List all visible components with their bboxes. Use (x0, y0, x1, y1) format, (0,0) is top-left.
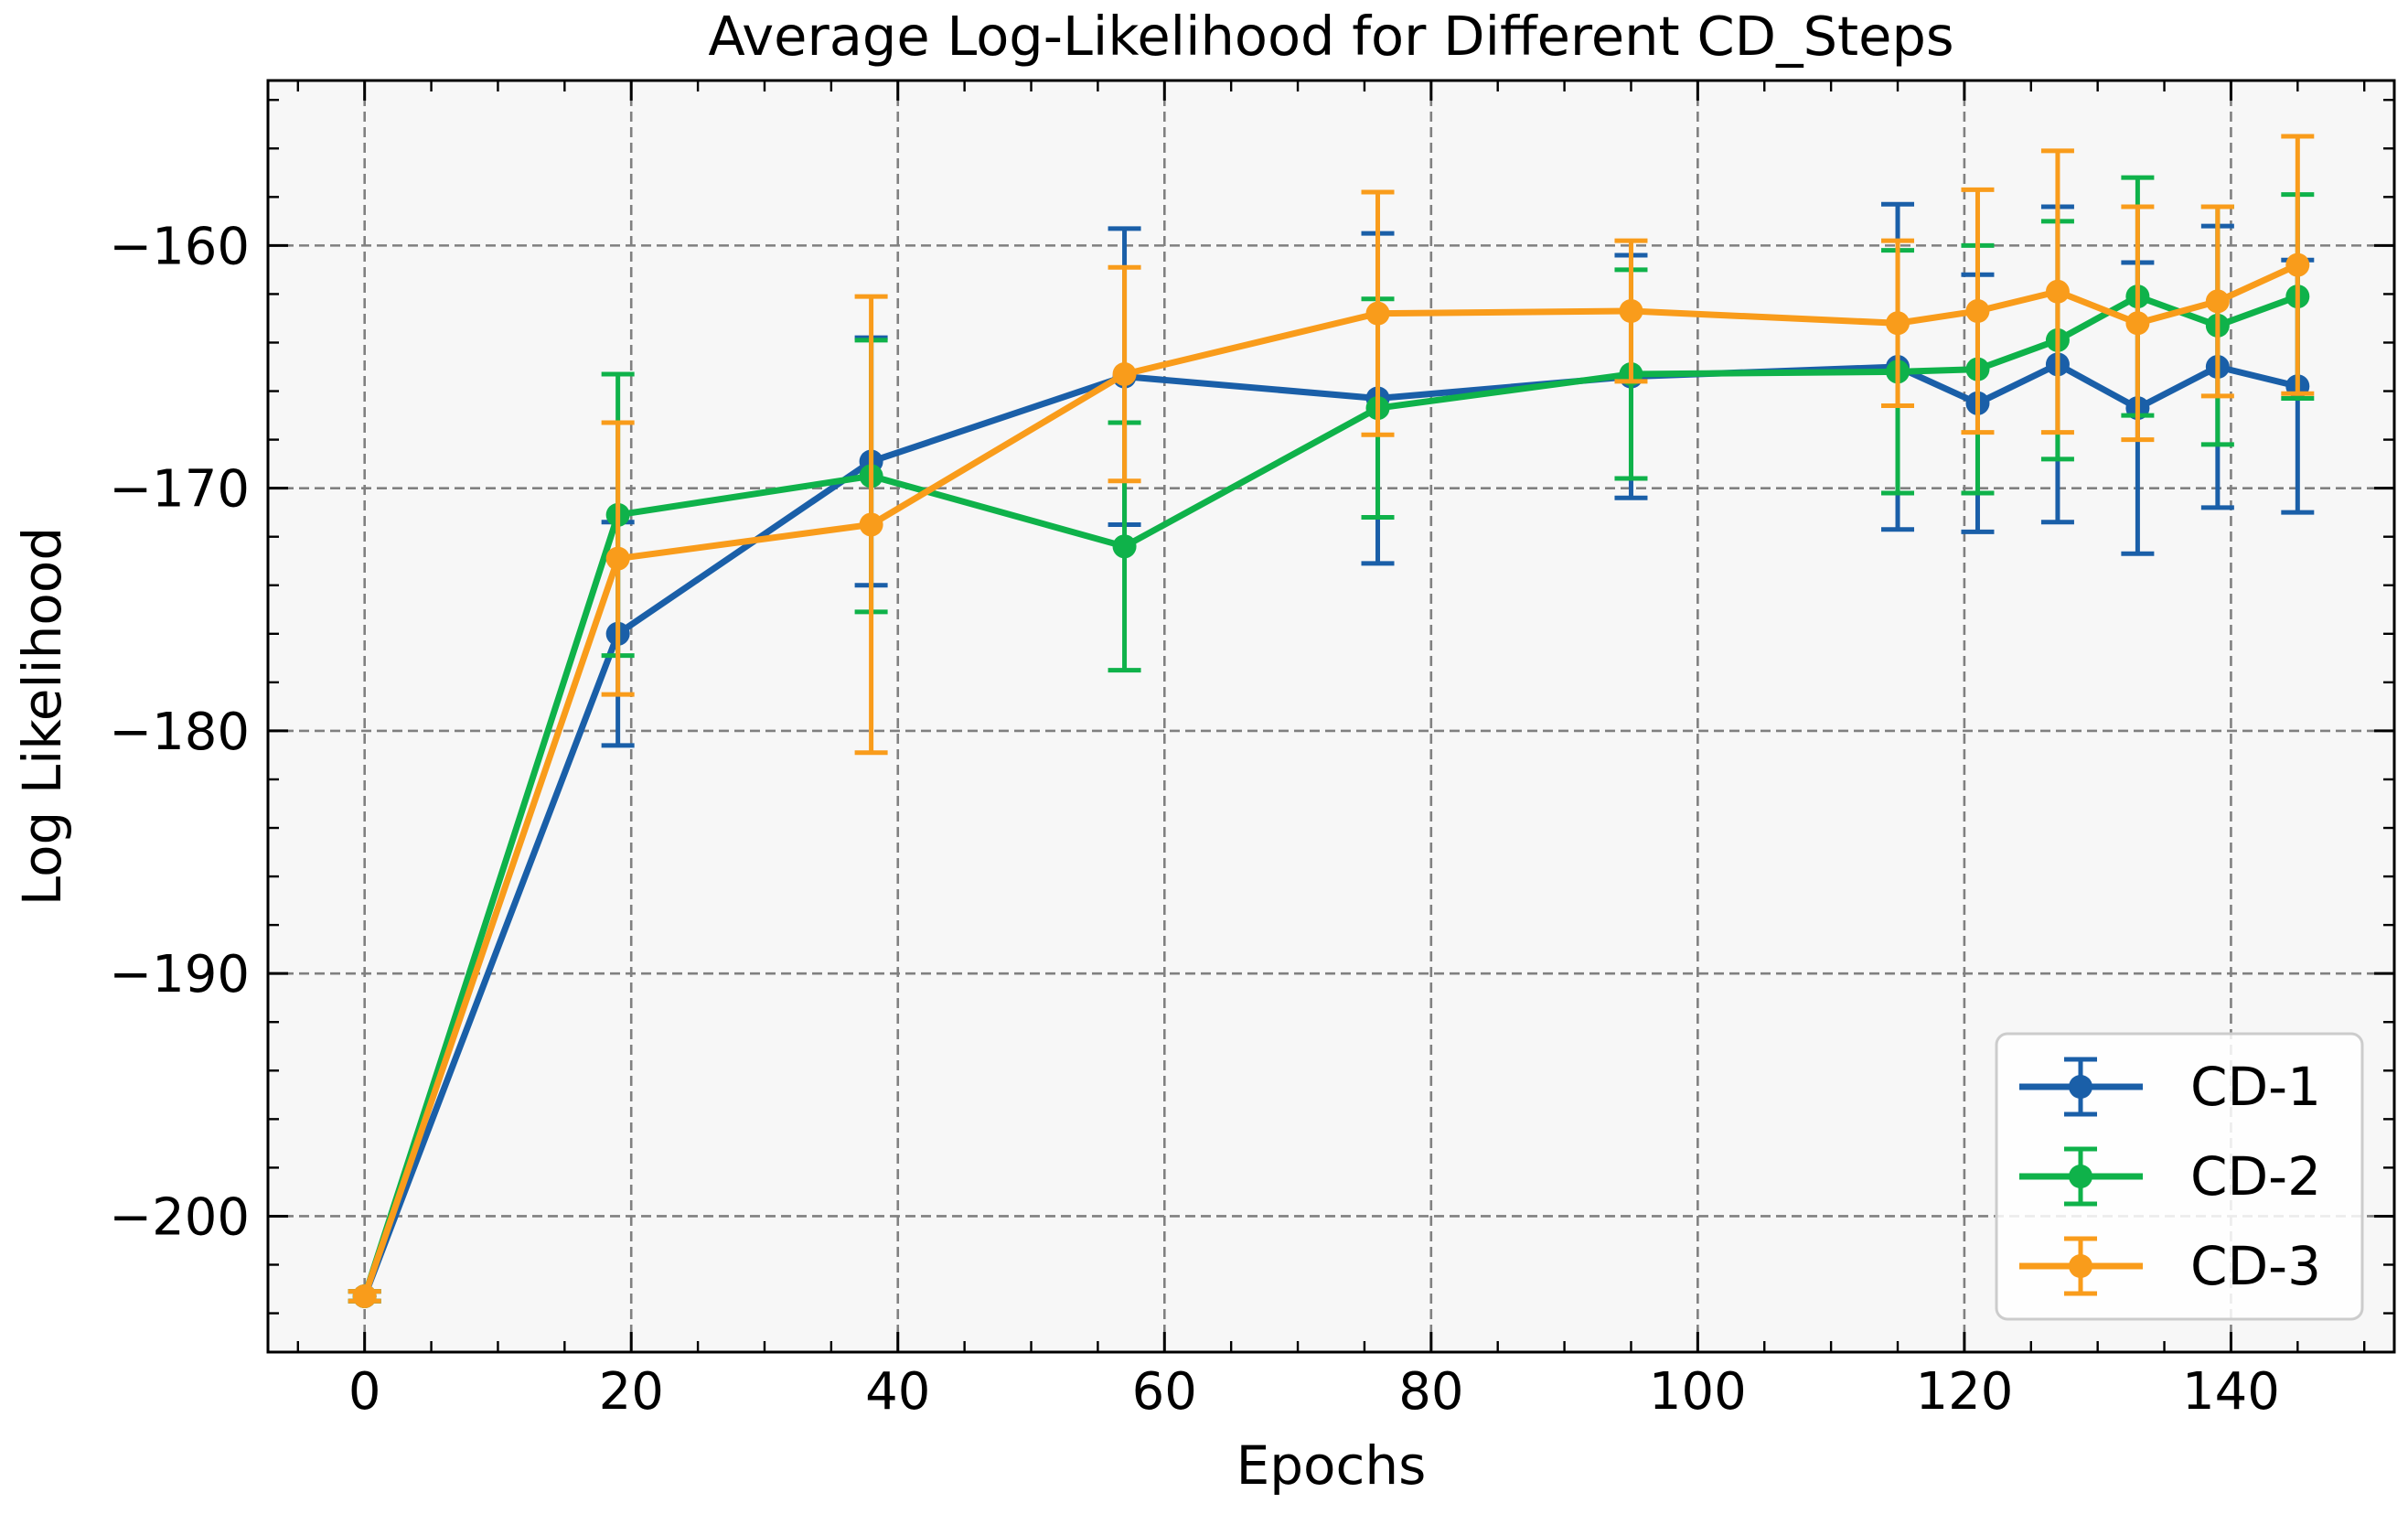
grid (268, 81, 2394, 1352)
x-tick-label: 120 (1915, 1362, 2013, 1422)
y-tick-label: −160 (109, 217, 250, 276)
y-axis-label: Log Likelihood (11, 527, 73, 906)
x-tick-label: 0 (348, 1362, 381, 1422)
data-point (2045, 279, 2070, 304)
legend-entry: CD-1 (2019, 1056, 2321, 1118)
data-point (352, 1283, 377, 1308)
data-point (1112, 361, 1137, 386)
data-point (1965, 299, 1990, 324)
x-tick-label: 40 (865, 1362, 930, 1422)
legend-marker (2069, 1075, 2092, 1099)
legend: CD-1 CD-2 CD-3 (1995, 1032, 2364, 1321)
legend-marker (2069, 1254, 2092, 1278)
data-point (2285, 252, 2310, 277)
x-tick-label: 100 (1649, 1362, 1747, 1422)
x-axis-label: Epochs (1236, 1434, 1427, 1497)
legend-label: CD-1 (2190, 1056, 2321, 1118)
y-tick-label: −180 (109, 703, 250, 762)
data-point (605, 546, 630, 571)
legend-box (1995, 1032, 2364, 1321)
chart-title: Average Log-Likelihood for Different CD_… (708, 5, 1953, 68)
x-tick-label: 80 (1398, 1362, 1463, 1422)
y-tick-label: −190 (109, 945, 250, 1004)
series-line (361, 262, 2299, 1298)
data-point (1365, 301, 1390, 326)
y-tick-label: −200 (109, 1187, 250, 1247)
data-point (1886, 311, 1910, 336)
x-tick-label: 20 (599, 1362, 664, 1422)
data-point (1112, 534, 1137, 559)
axis-ticks: 0 20 40 60 80 100 120 140 −200 −190 −180 −170 −160 (109, 81, 2394, 1422)
y-tick-label: −170 (109, 460, 250, 520)
series-layer (348, 134, 2315, 1308)
series-line (361, 293, 2299, 1298)
legend-entry: CD-3 (2019, 1235, 2321, 1297)
minor-ticks (268, 81, 2394, 1352)
data-point (2205, 289, 2230, 314)
legend-marker (2069, 1165, 2092, 1188)
data-point (859, 512, 883, 537)
legend-label: CD-3 (2190, 1235, 2321, 1297)
data-point (2125, 311, 2150, 336)
legend-entry: CD-2 (2019, 1145, 2321, 1208)
series-cd-3 (348, 134, 2315, 1308)
legend-label: CD-2 (2190, 1145, 2321, 1208)
x-tick-label: 140 (2182, 1362, 2280, 1422)
data-point (1619, 299, 1643, 324)
plot-frame (266, 79, 2396, 1354)
x-tick-label: 60 (1132, 1362, 1197, 1422)
